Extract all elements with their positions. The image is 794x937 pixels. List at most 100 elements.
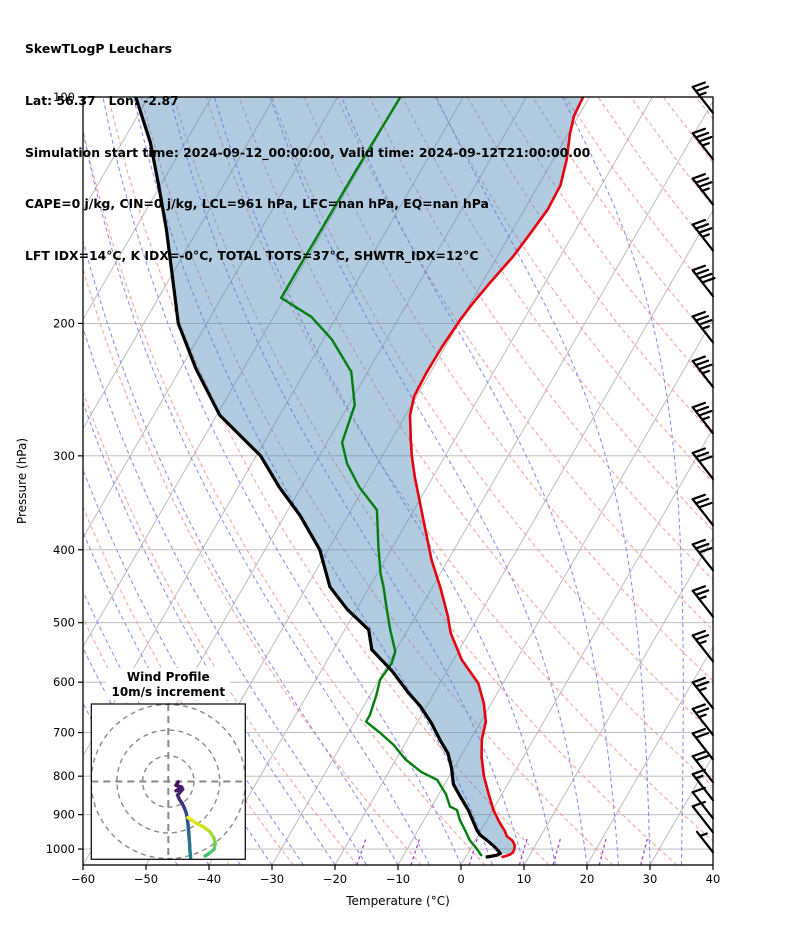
wind-barb	[691, 127, 715, 161]
wind-barb	[691, 447, 715, 481]
wind-barb	[691, 310, 715, 344]
wind-barb	[691, 355, 715, 389]
moist-adiabat-line	[133, 97, 493, 865]
isotherm-line	[83, 97, 338, 539]
isotherm-line	[83, 97, 212, 321]
moist-adiabat-line	[83, 325, 367, 865]
isotherm-line	[208, 97, 653, 865]
wind-barb	[691, 703, 715, 736]
mixing-ratio-line	[598, 838, 607, 865]
moist-adiabat-line	[83, 238, 399, 865]
header-indices-line: LFT IDX=14°C, K IDX=-0°C, TOTAL TOTS=37°…	[25, 247, 479, 263]
isotherm-line	[523, 536, 713, 865]
header-cape-line: CAPE=0 j/kg, CIN=0 j/kg, LCL=961 hPa, LF…	[25, 196, 489, 212]
x-tick-label: 40	[706, 872, 721, 886]
y-tick-label: 1000	[46, 842, 75, 856]
mixing-ratio-line	[356, 838, 367, 865]
isotherm-line	[460, 427, 713, 865]
dry-adiabat-line	[597, 97, 713, 252]
y-tick-label: 800	[53, 769, 75, 783]
isotherm-line	[397, 318, 713, 865]
wind-barb	[691, 493, 715, 527]
moist-adiabat-line	[213, 97, 556, 865]
wind-barb	[691, 401, 715, 435]
dry-adiabat-line	[466, 97, 713, 436]
parcel-curve	[134, 97, 502, 859]
hodograph-title: Wind Profile	[127, 670, 210, 684]
x-tick-label: 10	[517, 872, 532, 886]
dry-adiabat-line	[368, 97, 713, 581]
header-block: SkewTLogP Leuchars Lat: 56.37 Lon: -2.87…	[25, 6, 590, 298]
isotherm-line	[649, 754, 713, 865]
wind-barb	[691, 264, 716, 298]
header-times: Simulation start time: 2024-09-12_00:00:…	[25, 144, 591, 160]
wind-barb	[691, 173, 715, 206]
hodograph-trace-mid	[188, 848, 193, 860]
moist-adiabat-line	[562, 97, 684, 865]
dry-adiabat-line	[303, 97, 713, 682]
dewpoint-curve	[280, 97, 483, 857]
hodograph-subtitle: 10m/s increment	[111, 685, 225, 699]
dry-adiabat-line	[270, 97, 713, 734]
wind-barb	[691, 676, 715, 710]
dry-adiabat-line	[729, 97, 794, 865]
x-tick-label: −40	[197, 872, 221, 886]
moist-adiabat-line	[83, 129, 430, 865]
isotherm-line	[271, 100, 713, 865]
y-tick-label: 700	[53, 726, 75, 740]
dry-adiabat-line	[173, 97, 678, 865]
wind-barb	[691, 750, 715, 784]
wind-barb	[691, 81, 715, 115]
hodograph-trace-upper	[203, 852, 211, 858]
dry-adiabat-line	[140, 97, 614, 865]
moist-adiabat-line	[269, 97, 588, 865]
isotherm-line	[83, 97, 275, 430]
mixing-ratio-line	[518, 838, 528, 865]
y-tick-label: 100	[53, 90, 75, 104]
wind-barb	[691, 800, 715, 834]
wind-barb	[691, 727, 715, 761]
wind-barb-column	[691, 81, 716, 854]
x-tick-label: −30	[260, 872, 284, 886]
wind-barb	[691, 629, 715, 663]
dry-adiabat-line	[83, 267, 422, 865]
y-tick-label: 200	[53, 316, 75, 330]
wind-barb	[695, 830, 715, 854]
moist-adiabat-line	[102, 97, 462, 865]
header-title: SkewTLogP Leuchars	[25, 41, 172, 57]
dry-adiabat-line	[336, 97, 713, 631]
isotherm-line	[586, 645, 713, 865]
mixing-ratio-line	[552, 838, 561, 865]
y-tick-label: 500	[53, 616, 75, 630]
wind-barb	[691, 585, 715, 618]
wind-barb	[691, 768, 715, 802]
x-tick-label: −20	[323, 872, 347, 886]
x-tick-label: −10	[386, 872, 410, 886]
temperature-curve	[408, 97, 585, 859]
dry-adiabat-line	[238, 97, 713, 788]
wind-barb	[691, 218, 715, 252]
x-tick-label: 30	[643, 872, 658, 886]
x-tick-label: 0	[457, 872, 464, 886]
mixing-ratio-line	[468, 838, 478, 865]
y-tick-label: 400	[53, 543, 75, 557]
dry-adiabat-line	[83, 390, 358, 865]
dry-adiabat-line	[695, 97, 713, 120]
cin-shaded-region	[135, 97, 584, 855]
header-latlon: Lat: 56.37 Lon: -2.87	[25, 93, 179, 109]
y-tick-label: 600	[53, 675, 75, 689]
dry-adiabat-line	[83, 505, 294, 865]
x-tick-label: −50	[134, 872, 158, 886]
isotherm-line	[712, 864, 713, 865]
x-tick-label: 20	[580, 872, 595, 886]
moist-adiabat-line	[341, 97, 619, 865]
moist-adiabat-line	[435, 97, 651, 865]
isotherm-line	[83, 97, 401, 648]
moist-adiabat-line	[169, 97, 525, 865]
mixing-ratio-line	[640, 838, 648, 865]
mixing-ratio-line	[410, 838, 421, 865]
y-tick-label: 900	[53, 808, 75, 822]
